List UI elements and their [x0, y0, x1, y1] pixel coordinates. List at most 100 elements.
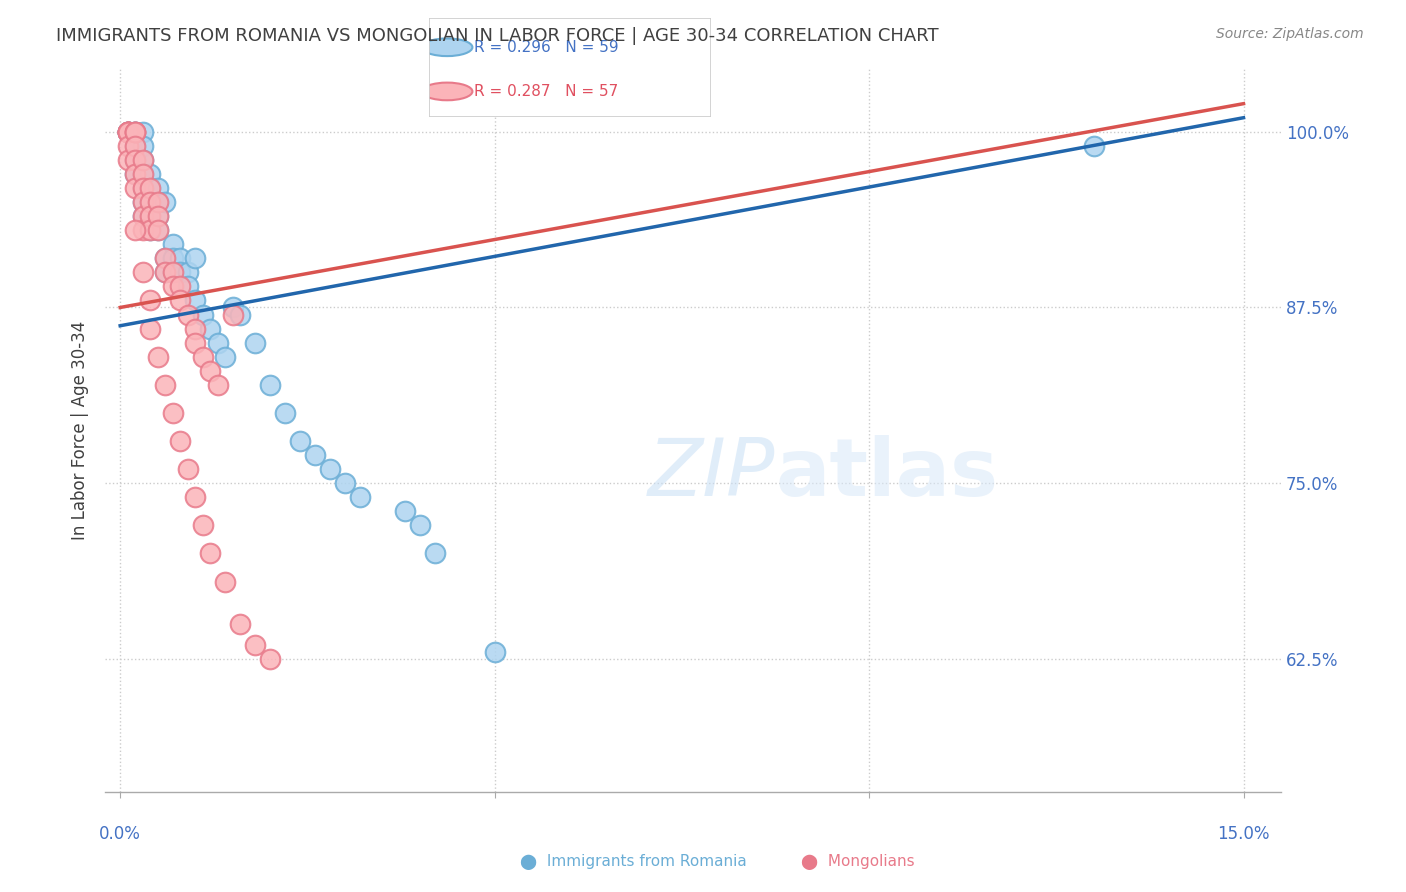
Point	[394, 504, 416, 518]
Point	[191, 518, 214, 533]
Point	[117, 125, 139, 139]
Point	[169, 252, 191, 266]
Point	[229, 616, 252, 631]
Point	[191, 350, 214, 364]
Point	[162, 265, 184, 279]
Point	[146, 195, 169, 210]
Point	[229, 308, 252, 322]
Point	[124, 167, 146, 181]
Circle shape	[422, 83, 472, 100]
Point	[153, 265, 176, 279]
Point	[162, 252, 184, 266]
Point	[117, 138, 139, 153]
Point	[304, 448, 326, 462]
Point	[139, 195, 162, 210]
Point	[221, 308, 243, 322]
Point	[146, 209, 169, 223]
Point	[153, 252, 176, 266]
Point	[131, 209, 153, 223]
Point	[124, 125, 146, 139]
Text: 15.0%: 15.0%	[1218, 825, 1270, 843]
Point	[153, 252, 176, 266]
Circle shape	[422, 38, 472, 56]
Point	[117, 125, 139, 139]
Point	[124, 125, 146, 139]
Point	[176, 265, 198, 279]
Point	[124, 167, 146, 181]
Point	[146, 350, 169, 364]
Point	[349, 490, 371, 504]
Point	[259, 377, 281, 392]
Text: IMMIGRANTS FROM ROMANIA VS MONGOLIAN IN LABOR FORCE | AGE 30-34 CORRELATION CHAR: IMMIGRANTS FROM ROMANIA VS MONGOLIAN IN …	[56, 27, 939, 45]
Point	[117, 125, 139, 139]
Point	[124, 125, 146, 139]
Text: R = 0.287   N = 57: R = 0.287 N = 57	[474, 84, 619, 99]
Point	[274, 406, 297, 420]
Point	[117, 125, 139, 139]
Point	[124, 125, 146, 139]
Point	[259, 652, 281, 666]
Point	[139, 223, 162, 237]
Point	[131, 195, 153, 210]
Point	[124, 138, 146, 153]
Point	[153, 377, 176, 392]
Y-axis label: In Labor Force | Age 30-34: In Labor Force | Age 30-34	[72, 321, 89, 540]
Point	[169, 293, 191, 308]
Point	[139, 181, 162, 195]
Point	[146, 209, 169, 223]
Point	[184, 490, 207, 504]
Point	[131, 153, 153, 167]
Point	[139, 293, 162, 308]
Point	[117, 125, 139, 139]
Point	[139, 209, 162, 223]
Point	[117, 125, 139, 139]
Point	[176, 462, 198, 476]
Point	[184, 293, 207, 308]
Point	[124, 181, 146, 195]
Point	[198, 364, 221, 378]
Point	[131, 138, 153, 153]
Point	[117, 153, 139, 167]
Point	[117, 125, 139, 139]
Point	[131, 195, 153, 210]
Point	[124, 153, 146, 167]
Point	[131, 181, 153, 195]
Point	[409, 518, 432, 533]
Point	[131, 125, 153, 139]
Point	[153, 265, 176, 279]
Text: 0.0%: 0.0%	[100, 825, 141, 843]
Point	[124, 223, 146, 237]
Point	[169, 279, 191, 293]
Point	[207, 377, 229, 392]
Point	[146, 223, 169, 237]
Point	[162, 265, 184, 279]
Point	[184, 335, 207, 350]
Text: ⬤  Mongolians: ⬤ Mongolians	[801, 854, 915, 870]
Point	[191, 308, 214, 322]
Point	[1083, 138, 1105, 153]
Point	[139, 223, 162, 237]
Point	[423, 546, 446, 560]
Point	[117, 125, 139, 139]
Point	[139, 209, 162, 223]
Point	[131, 181, 153, 195]
Point	[484, 645, 506, 659]
Point	[333, 476, 356, 491]
Point	[131, 223, 153, 237]
Text: R = 0.296   N = 59: R = 0.296 N = 59	[474, 40, 619, 54]
Point	[146, 223, 169, 237]
Point	[288, 434, 311, 448]
Point	[117, 125, 139, 139]
Point	[176, 308, 198, 322]
Point	[117, 125, 139, 139]
Point	[184, 252, 207, 266]
Point	[124, 125, 146, 139]
Point	[198, 321, 221, 335]
Point	[131, 265, 153, 279]
Point	[162, 279, 184, 293]
Text: ZIP: ZIP	[648, 435, 775, 513]
Point	[162, 406, 184, 420]
Point	[124, 153, 146, 167]
Point	[243, 638, 266, 652]
Point	[214, 574, 236, 589]
